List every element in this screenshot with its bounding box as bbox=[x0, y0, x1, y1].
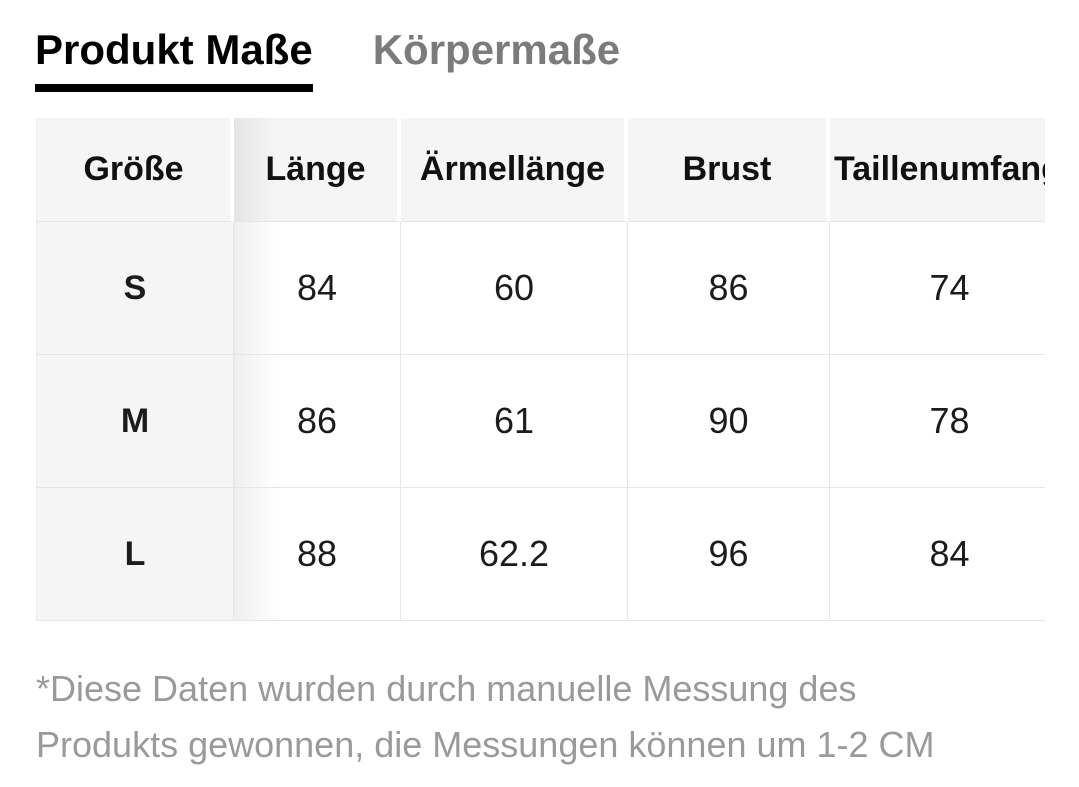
column-header-groesse: Größe bbox=[36, 118, 234, 222]
value-taillenumfang: 84 bbox=[830, 488, 1045, 621]
tab-koerpermasse[interactable]: Körpermaße bbox=[372, 26, 621, 73]
table-header-row: Größe Länge Ärmellänge Brust Taillenumfa… bbox=[36, 118, 1045, 222]
value-aermellaenge: 60 bbox=[401, 222, 628, 355]
size-label: M bbox=[36, 355, 234, 488]
size-label: S bbox=[36, 222, 234, 355]
table-row-s: S 84 60 86 74 bbox=[36, 222, 1045, 355]
value-aermellaenge: 62.2 bbox=[401, 488, 628, 621]
measurement-disclaimer: *Diese Daten wurden durch manuelle Messu… bbox=[36, 668, 935, 787]
value-taillenumfang: 78 bbox=[830, 355, 1045, 488]
value-brust: 96 bbox=[628, 488, 830, 621]
size-table-scroll-area[interactable]: Größe Länge Ärmellänge Brust Taillenumfa… bbox=[36, 118, 1045, 621]
size-label: L bbox=[36, 488, 234, 621]
value-brust: 90 bbox=[628, 355, 830, 488]
value-laenge: 86 bbox=[234, 355, 401, 488]
table-row-m: M 86 61 90 78 bbox=[36, 355, 1045, 488]
column-header-aermellaenge: Ärmellänge bbox=[401, 118, 628, 222]
value-laenge: 84 bbox=[234, 222, 401, 355]
value-aermellaenge: 61 bbox=[401, 355, 628, 488]
value-taillenumfang: 74 bbox=[830, 222, 1045, 355]
size-table: Größe Länge Ärmellänge Brust Taillenumfa… bbox=[36, 118, 1045, 621]
column-header-brust: Brust bbox=[628, 118, 830, 222]
table-row-l: L 88 62.2 96 84 bbox=[36, 488, 1045, 621]
column-header-taillenumfang: Taillenumfang bbox=[830, 118, 1045, 222]
column-header-laenge: Länge bbox=[234, 118, 401, 222]
value-brust: 86 bbox=[628, 222, 830, 355]
size-guide-tab-bar: Produkt Maße Körpermaße bbox=[0, 0, 1079, 92]
tab-produkt-masse[interactable]: Produkt Maße bbox=[35, 26, 313, 92]
value-laenge: 88 bbox=[234, 488, 401, 621]
